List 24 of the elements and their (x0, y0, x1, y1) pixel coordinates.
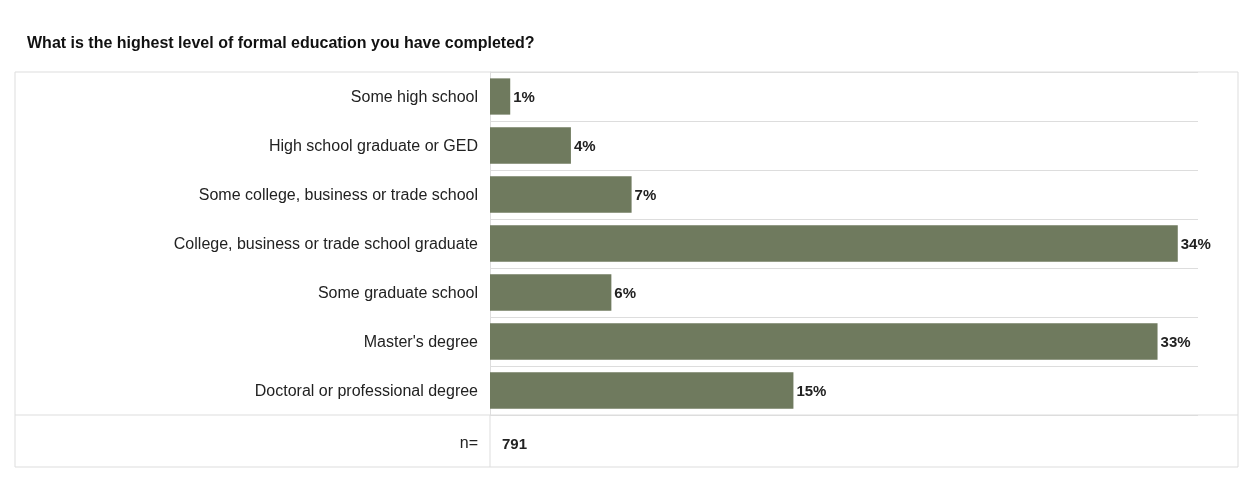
y-tick-label: College, business or trade school graduate (173, 235, 479, 252)
bar (490, 78, 511, 115)
data-label: 34% (1180, 235, 1211, 252)
bar (490, 225, 1178, 262)
data-label: 1% (513, 88, 535, 105)
text: 791 (502, 434, 528, 452)
bar (490, 176, 632, 213)
y-tick-label: Master's degree (363, 333, 479, 350)
bar (490, 127, 571, 164)
y-tick-label: Some college, business or trade school (198, 186, 478, 203)
y-tick-label: Some high school (350, 88, 478, 105)
data-label: 33% (1160, 333, 1191, 350)
y-tick-label: High school graduate or GED (269, 137, 478, 154)
text: n= (459, 433, 478, 451)
data-label: 6% (614, 284, 637, 301)
data-label: 15% (796, 382, 827, 399)
bar (490, 323, 1158, 360)
text: What is the highest level of formal education you have completed? (27, 33, 535, 51)
y-tick-label: Doctoral or professional degree (254, 382, 479, 399)
y-tick-label: Some graduate school (317, 284, 478, 301)
bar (490, 372, 794, 409)
data-label: 7% (634, 186, 657, 203)
data-label: 4% (573, 137, 596, 154)
bar (490, 274, 612, 311)
